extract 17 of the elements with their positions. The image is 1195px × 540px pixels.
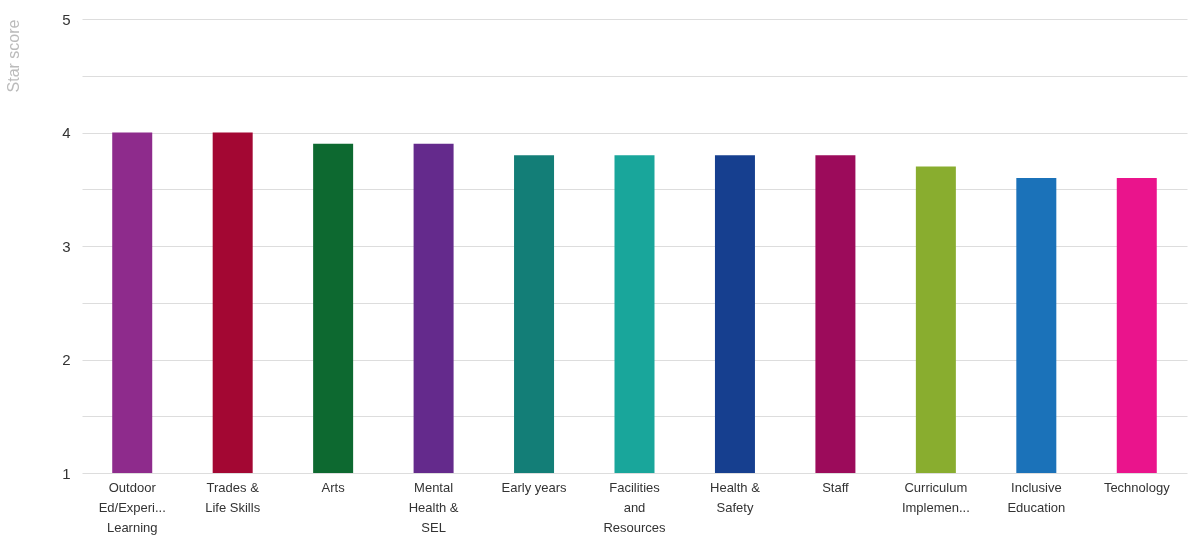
x-tick-label: Trades & Life Skills bbox=[205, 479, 261, 515]
x-tick-label: Mental Health & SEL bbox=[408, 479, 459, 535]
x-tick-label: Inclusive Education bbox=[1007, 479, 1066, 515]
y-axis-title: Star score bbox=[5, 19, 23, 93]
x-tick-label: Staff bbox=[822, 479, 850, 495]
y-tick-label: 3 bbox=[62, 237, 71, 255]
x-tick-label: Technology bbox=[1103, 479, 1171, 495]
x-tick-label: Early years bbox=[501, 479, 568, 495]
y-tick-label: 4 bbox=[62, 124, 71, 141]
x-tick-label: Curriculum Implemen... bbox=[901, 479, 970, 515]
y-tick-label: 1 bbox=[62, 464, 71, 482]
y-tick-label: 5 bbox=[62, 10, 71, 28]
x-tick-label: Facilities and Resources bbox=[603, 479, 667, 535]
x-tick-label: Health & Safety bbox=[710, 479, 761, 515]
y-tick-label: 2 bbox=[62, 351, 71, 368]
x-tick-label: Arts bbox=[321, 479, 346, 495]
x-tick-label: Outdoor Ed/Experi... Learning bbox=[98, 479, 166, 535]
